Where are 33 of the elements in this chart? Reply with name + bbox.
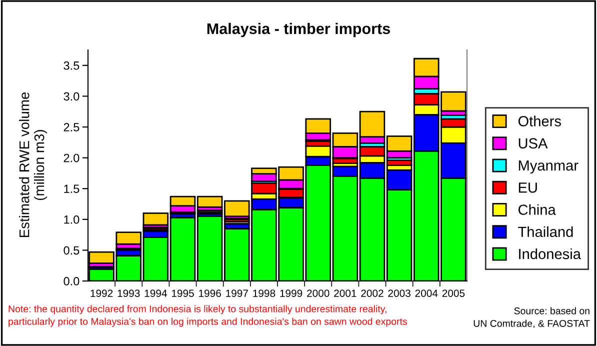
x-tick-label: 1997 [226,290,248,297]
legend-label: EU [518,182,537,193]
x-tick-label: 1996 [199,290,221,297]
y-tick-label: 2.5 [64,123,80,132]
y-tick-label: 3.5 [64,61,80,70]
x-tick-label: 2000 [307,290,330,297]
x-tick-label: 2003 [388,290,410,297]
x-tick-label: 2005 [442,290,465,297]
x-tick-label: 1993 [118,290,140,297]
x-tick-label: 1998 [253,290,276,297]
y-tick-label: 1.0 [64,215,80,224]
x-tick-label: 1999 [280,290,302,297]
y-tick-label: 3.0 [64,92,80,101]
x-tick-label: 2001 [334,290,356,297]
legend-label: Thailand [518,226,573,238]
x-tick-label: 2004 [415,290,438,297]
source-note: Source: based on UN Comtrade, & FAOSTAT [474,307,590,328]
legend-label: Others [518,116,561,126]
x-tick-label: 2002 [361,290,384,297]
x-tick-label: 1992 [90,290,113,297]
legend-label: Indonesia [519,248,581,260]
legend-label: China [518,204,556,215]
y-tick-label: 1.5 [64,184,80,193]
legend-label: USA [518,138,548,149]
legend-label: Myanmar [518,160,578,174]
y-tick-label: 2.0 [64,154,80,162]
x-tick-label: 1994 [144,290,167,297]
y-tick-label: 0.5 [64,246,80,255]
chart-title: Malaysia - timber imports [207,22,390,38]
y-axis-title: Estimated RWE volume (million m3) [19,92,47,238]
x-tick-label: 1995 [172,290,194,297]
y-tick-label: 0.0 [64,277,80,286]
text: Note: the quantity declared from Indonesia is likely to substantially underestimate reality, particularly prior to Malaysia's ban on log imports and Indonesia's ban on sawn wood exports [8,305,407,327]
